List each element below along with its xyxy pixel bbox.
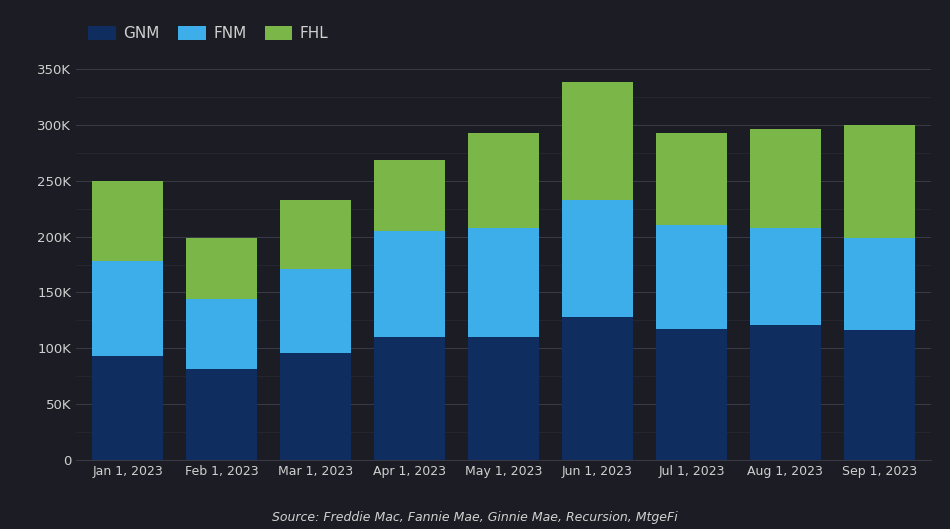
Bar [562, 317, 633, 460]
Bar [186, 369, 256, 460]
Bar [845, 238, 915, 331]
Bar [468, 337, 539, 460]
Bar [845, 125, 915, 238]
Bar [562, 82, 633, 199]
Bar [750, 227, 821, 325]
Bar [92, 356, 162, 460]
Bar [186, 299, 256, 369]
Bar [845, 331, 915, 460]
Bar [656, 330, 727, 460]
Bar [656, 133, 727, 225]
Bar [280, 353, 351, 460]
Bar [92, 180, 162, 261]
Bar [656, 225, 727, 330]
Legend: GNM, FNM, FHL: GNM, FNM, FHL [84, 22, 333, 46]
Bar [374, 160, 445, 231]
Text: Source: Freddie Mac, Fannie Mae, Ginnie Mae, Recursion, MtgeFi: Source: Freddie Mac, Fannie Mae, Ginnie … [272, 510, 678, 524]
Bar [468, 227, 539, 337]
Bar [374, 231, 445, 337]
Bar [750, 325, 821, 460]
Bar [186, 238, 256, 299]
Bar [92, 261, 162, 356]
Bar [750, 129, 821, 227]
Bar [374, 337, 445, 460]
Bar [280, 199, 351, 269]
Bar [562, 199, 633, 317]
Bar [280, 269, 351, 353]
Bar [468, 133, 539, 227]
